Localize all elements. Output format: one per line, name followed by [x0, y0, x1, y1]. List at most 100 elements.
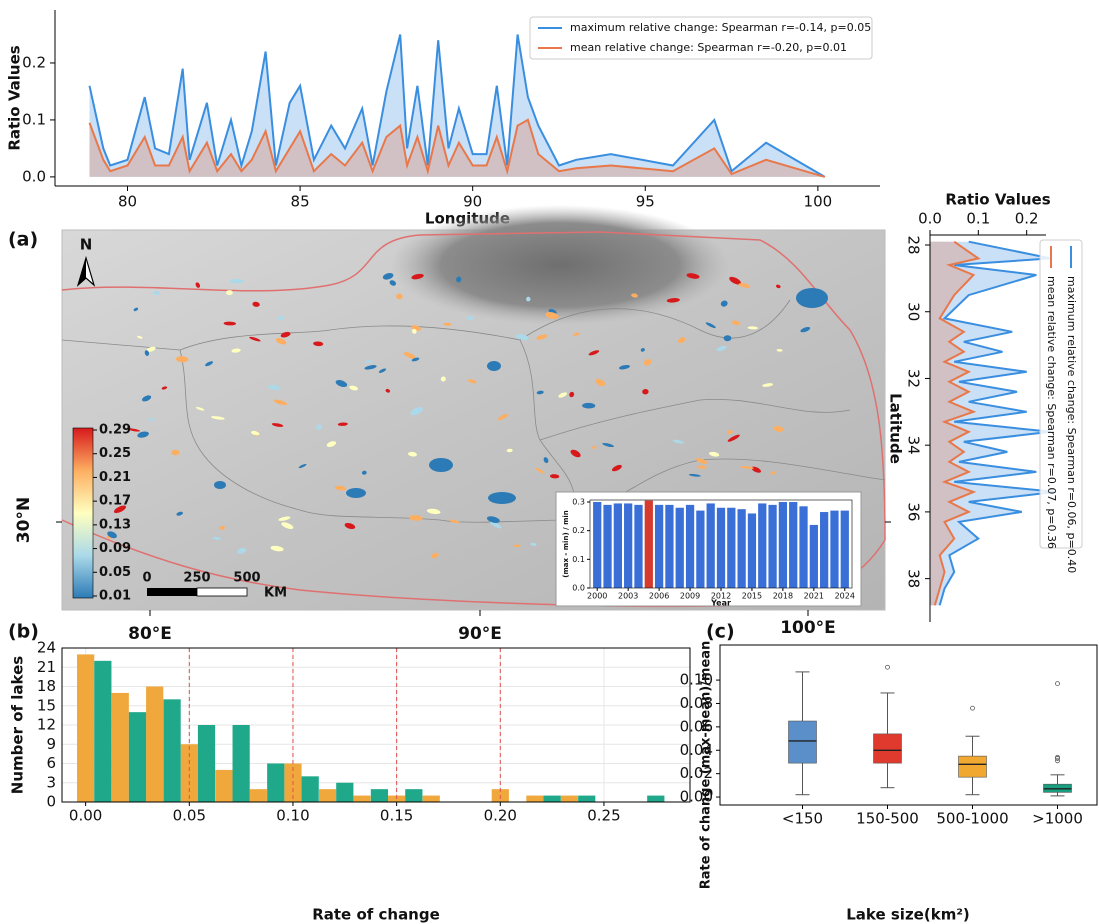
- basin-border: [61, 299, 886, 521]
- lake: [513, 544, 521, 548]
- x-tick-label: 2006: [649, 592, 669, 601]
- bar: [560, 795, 578, 802]
- lake: [364, 365, 377, 370]
- x-tick-label: 2012: [711, 592, 731, 601]
- lake: [740, 466, 754, 469]
- lon-label: 80°E: [128, 624, 172, 644]
- lake: [298, 463, 307, 469]
- series-line: [933, 240, 981, 606]
- lake: [592, 445, 597, 450]
- x-tick-label: 85: [291, 193, 310, 211]
- bar: [768, 504, 777, 588]
- x-axis-label: Ratio Values: [945, 191, 1050, 209]
- bar: [799, 506, 808, 588]
- x-axis-label: Year: [710, 599, 731, 608]
- x-tick-label: 150-500: [856, 810, 919, 828]
- y-tick-label: 3: [46, 773, 56, 791]
- bar: [405, 789, 423, 802]
- y-tick-label: 28: [905, 235, 923, 254]
- lake: [611, 464, 622, 472]
- lake: [642, 388, 649, 395]
- lake: [688, 473, 701, 477]
- lake: [349, 385, 359, 391]
- lake: [800, 326, 811, 333]
- outlier: [1055, 758, 1060, 764]
- y-tick-label: 0.0: [572, 584, 585, 593]
- scale-bar-dark: [147, 588, 197, 596]
- lake: [361, 470, 367, 475]
- bar: [647, 795, 665, 802]
- x-tick-label: 2009: [680, 592, 700, 601]
- lake: [113, 505, 127, 514]
- lake: [251, 430, 260, 436]
- panel-label: (b): [8, 621, 39, 643]
- lake: [723, 335, 732, 342]
- x-tick-label: 0.05: [173, 807, 206, 825]
- lake: [313, 341, 324, 347]
- lake: [515, 334, 529, 341]
- series-line: [938, 240, 1056, 606]
- lake: [727, 430, 733, 435]
- lake: [506, 448, 513, 453]
- bar: [353, 795, 371, 802]
- lake: [775, 284, 781, 289]
- bar: [232, 725, 250, 802]
- bar: [180, 744, 198, 802]
- bar: [422, 795, 440, 802]
- lake: [536, 334, 548, 340]
- scale-label: 250: [183, 571, 210, 586]
- lake: [385, 388, 390, 393]
- lake: [212, 536, 222, 540]
- legend-label: maximum relative change: Spearman r=-0.1…: [570, 21, 871, 34]
- bar: [215, 769, 233, 802]
- y-tick-label: 34: [905, 436, 923, 455]
- x-tick-label: 80: [118, 193, 137, 211]
- lake: [796, 288, 828, 308]
- bar: [336, 782, 354, 802]
- x-tick-label: 90: [463, 193, 482, 211]
- bar: [820, 512, 829, 588]
- lake: [429, 458, 453, 472]
- colorbar-tick-label: 0.01: [99, 589, 131, 604]
- y-tick-label: 0.1: [22, 110, 46, 128]
- lake: [281, 522, 294, 529]
- y-tick-label: 0.1: [572, 555, 585, 564]
- x-tick-label: 95: [636, 193, 655, 211]
- bar: [613, 503, 622, 588]
- bar: [809, 524, 818, 588]
- y-axis-label: (max - min) / min: [562, 510, 570, 578]
- lake: [146, 346, 156, 352]
- lake: [335, 380, 348, 387]
- lake: [716, 345, 727, 352]
- lake: [223, 321, 236, 326]
- lake: [219, 525, 225, 530]
- bar: [543, 795, 561, 802]
- bar: [146, 686, 164, 802]
- lake: [141, 395, 152, 402]
- lake: [278, 516, 291, 521]
- lake: [467, 379, 477, 384]
- box: [788, 720, 817, 764]
- area-fill: [930, 241, 979, 606]
- bar: [758, 503, 767, 588]
- lake: [171, 449, 180, 456]
- x-tick-label: 2021: [804, 592, 824, 601]
- lon-label: 100°E: [780, 618, 836, 638]
- lake: [643, 359, 652, 366]
- plateau-outline: [61, 231, 886, 608]
- basin-shade: [390, 205, 730, 325]
- lake: [727, 434, 740, 442]
- lake: [770, 471, 776, 475]
- lake: [573, 332, 580, 336]
- bar: [370, 789, 389, 802]
- legend-box: [529, 16, 873, 60]
- panel-label: (c): [706, 621, 735, 643]
- lake: [127, 428, 141, 432]
- lon-label: 90°E: [458, 624, 502, 644]
- bar: [94, 660, 112, 802]
- lake: [271, 423, 284, 427]
- lake: [378, 368, 387, 373]
- lake: [631, 293, 638, 298]
- lat-label: 30°N: [14, 497, 34, 543]
- lake: [277, 315, 285, 321]
